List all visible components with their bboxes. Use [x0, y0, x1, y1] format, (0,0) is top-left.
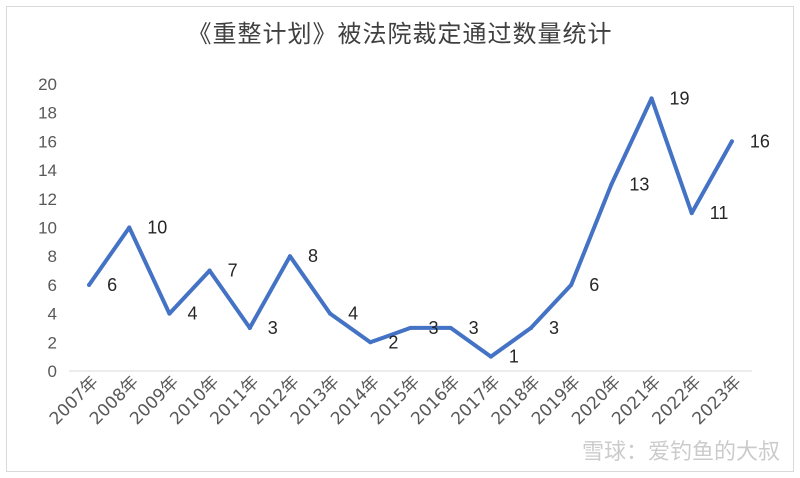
data-label: 4 — [348, 304, 358, 324]
data-label: 2 — [388, 332, 398, 352]
data-point — [609, 182, 614, 187]
data-point — [529, 325, 534, 330]
data-point — [247, 325, 252, 330]
data-point — [569, 282, 574, 287]
data-label: 11 — [710, 203, 729, 223]
y-tick-label: 0 — [48, 362, 57, 381]
data-label: 8 — [308, 246, 318, 266]
y-tick-label: 10 — [38, 219, 57, 238]
data-label: 6 — [589, 275, 599, 295]
data-point — [729, 139, 734, 144]
y-tick-label: 20 — [38, 75, 57, 94]
y-tick-label: 12 — [38, 190, 57, 209]
data-point — [328, 311, 333, 316]
data-point — [87, 282, 92, 287]
data-point — [649, 96, 654, 101]
data-label: 19 — [670, 88, 690, 108]
data-label: 6 — [107, 275, 117, 295]
y-tick-label: 4 — [48, 305, 57, 324]
data-point — [488, 354, 493, 359]
data-label: 10 — [147, 218, 167, 238]
data-label: 7 — [228, 261, 238, 281]
data-point — [368, 340, 373, 345]
data-point — [207, 268, 212, 273]
data-point — [448, 325, 453, 330]
chart-title: 《重整计划》被法院裁定通过数量统计 — [187, 20, 613, 48]
data-label: 16 — [750, 131, 770, 151]
y-tick-label: 14 — [38, 161, 57, 180]
data-label: 3 — [429, 318, 439, 338]
data-label: 4 — [187, 304, 197, 324]
data-point — [689, 211, 694, 216]
data-label: 3 — [469, 318, 479, 338]
watermark-text: 雪球：爱钓鱼的大叔 — [581, 440, 780, 465]
data-label: 3 — [549, 318, 559, 338]
data-label: 13 — [629, 174, 649, 194]
y-tick-label: 6 — [48, 276, 57, 295]
y-tick-label: 16 — [38, 132, 57, 151]
y-tick-label: 18 — [38, 104, 57, 123]
data-point — [127, 225, 132, 230]
data-point — [287, 254, 292, 259]
data-label: 1 — [509, 347, 519, 367]
data-point — [167, 311, 172, 316]
y-tick-label: 8 — [48, 247, 57, 266]
series-line — [87, 96, 734, 359]
chart-frame — [6, 6, 794, 472]
data-label: 3 — [268, 318, 278, 338]
data-point — [408, 325, 413, 330]
y-tick-label: 2 — [48, 333, 57, 352]
